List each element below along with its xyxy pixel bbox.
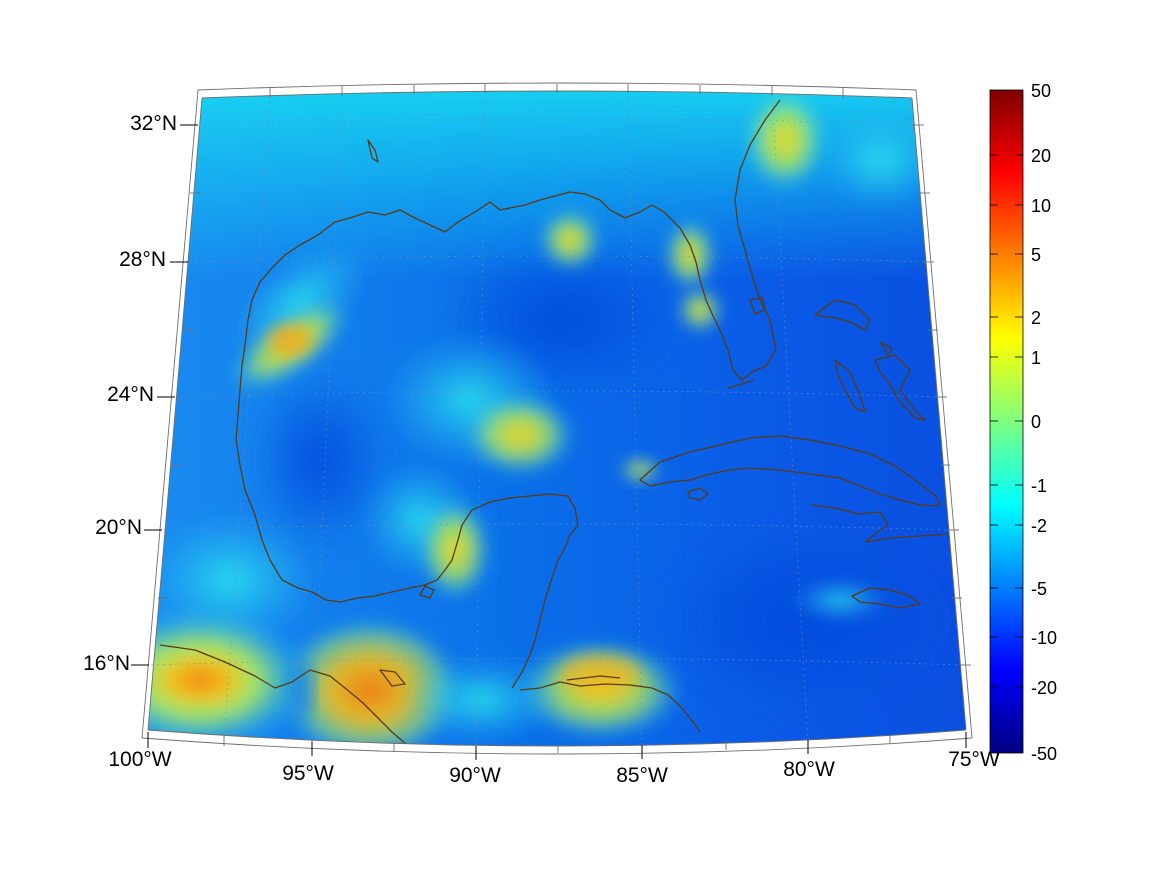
colorbar-tick-neg10: -10	[1031, 628, 1057, 648]
data-field	[148, 91, 966, 746]
colorbar-tick-0: 0	[1031, 412, 1041, 432]
graticule	[150, 89, 963, 749]
longitude-axis: 100°W 95°W 90°W 85°W 80°W 75°W	[108, 732, 1000, 787]
colorbar-tick-5: 5	[1031, 245, 1041, 265]
map-frame	[141, 82, 973, 755]
lon-label-75w: 75°W	[948, 748, 1000, 771]
lat-label-16: 16°N	[83, 652, 130, 675]
latitude-axis: 32°N 28°N 24°N 20°N 16°N	[83, 112, 198, 675]
lon-label-100w: 100°W	[108, 748, 171, 771]
coastlines	[159, 99, 949, 745]
colorbar-tick-50: 50	[1031, 81, 1051, 101]
colorbar-gradient	[989, 89, 1024, 754]
colorbar-tick-neg20: -20	[1031, 678, 1057, 698]
lat-label-20: 20°N	[95, 516, 142, 539]
colorbar-tick-1: 1	[1031, 348, 1041, 368]
colorbar-tick-2: 2	[1031, 308, 1041, 328]
lon-label-85w: 85°W	[616, 764, 668, 787]
lon-label-90w: 90°W	[449, 764, 501, 787]
lat-label-32: 32°N	[130, 112, 177, 135]
colorbar-tick-10: 10	[1031, 196, 1051, 216]
colorbar-tick-neg5: -5	[1031, 579, 1047, 599]
colorbar-tick-20: 20	[1031, 146, 1051, 166]
lat-label-24: 24°N	[107, 383, 154, 406]
colorbar-tick-neg2: -2	[1031, 516, 1047, 536]
lon-label-80w: 80°W	[783, 758, 835, 781]
lon-label-95w: 95°W	[282, 762, 334, 785]
colorbar: 50 20 10 5 2 1 0 -1 -2 -5 -10 -20 -50	[989, 81, 1057, 764]
colorbar-tick-neg1: -1	[1031, 476, 1047, 496]
lat-label-28: 28°N	[119, 248, 166, 271]
colorbar-tick-neg50: -50	[1031, 744, 1057, 764]
